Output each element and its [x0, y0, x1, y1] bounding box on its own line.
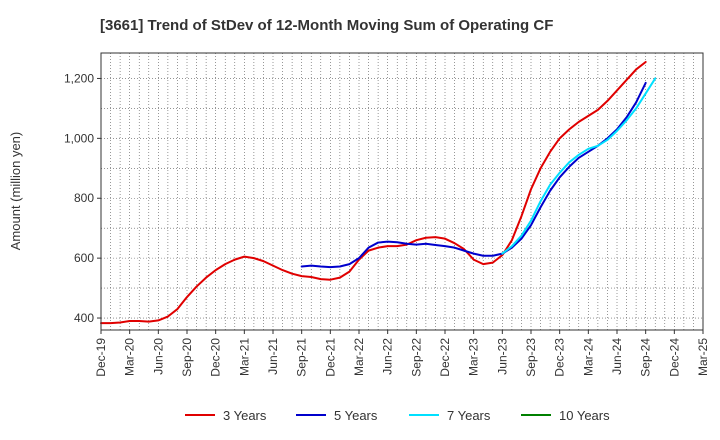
series-line-3-years [100, 60, 647, 325]
x-tick-label: Dec-22 [438, 338, 452, 377]
series-line-7-years [501, 77, 657, 255]
legend-label: 10 Years [559, 408, 610, 423]
legend-label: 5 Years [334, 408, 378, 423]
x-tick-label: Mar-22 [352, 338, 366, 376]
y-tick-label: 1,000 [64, 131, 94, 145]
chart-title: [3661] Trend of StDev of 12-Month Moving… [100, 17, 553, 34]
y-tick-label: 400 [74, 311, 94, 325]
x-tick-label: Sep-22 [409, 338, 423, 377]
x-tick-label: Sep-23 [524, 338, 538, 377]
y-tick-label: 800 [74, 191, 94, 205]
x-tick-label: Mar-20 [123, 338, 137, 376]
plot-frame [100, 52, 704, 331]
x-tick-label: Jun-21 [266, 338, 280, 375]
series-line-5-years [300, 81, 647, 269]
x-tick-label: Dec-20 [209, 338, 223, 377]
legend-label: 3 Years [223, 408, 267, 423]
x-tick-label: Sep-20 [180, 338, 194, 377]
x-tick-label: Dec-24 [667, 338, 681, 377]
x-tick-label: Dec-23 [553, 338, 567, 377]
x-axis-ticks: Dec-19 Mar-20 Jun-20 Sep-20 Dec-20 Mar-21 Jun-… [94, 330, 710, 377]
y-tick-label: 1,200 [64, 71, 94, 85]
legend-label: 7 Years [447, 408, 491, 423]
y-axis-label: Amount (million yen) [8, 132, 23, 251]
y-tick-label: 600 [74, 251, 94, 265]
x-tick-label: Dec-21 [323, 338, 337, 377]
x-tick-label: Jun-20 [151, 338, 165, 375]
legend: 3 Years 5 Years 7 Years 10 Years [185, 408, 610, 423]
x-tick-label: Sep-21 [295, 338, 309, 377]
x-tick-label: Jun-24 [610, 338, 624, 375]
x-tick-label: Jun-22 [381, 338, 395, 375]
x-tick-label: Sep-24 [639, 338, 653, 377]
x-tick-label: Mar-23 [467, 338, 481, 376]
x-tick-label: Mar-21 [237, 338, 251, 376]
grid [101, 53, 703, 330]
x-tick-label: Dec-19 [94, 338, 108, 377]
x-tick-label: Mar-25 [696, 338, 710, 376]
series-lines [100, 60, 657, 325]
x-tick-label: Jun-23 [495, 338, 509, 375]
x-tick-label: Mar-24 [581, 338, 595, 376]
y-axis-ticks: 400 600 800 1,000 1,200 [64, 71, 101, 325]
